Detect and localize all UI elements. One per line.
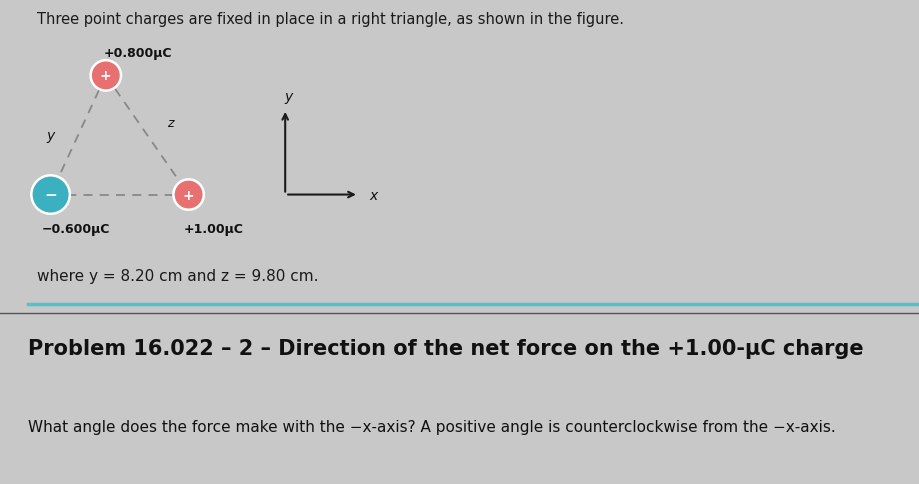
Text: +0.800μC: +0.800μC — [104, 46, 172, 60]
Ellipse shape — [31, 176, 70, 214]
Ellipse shape — [173, 180, 204, 210]
Text: x: x — [369, 188, 378, 202]
Text: z: z — [166, 117, 174, 130]
Text: −0.600μC: −0.600μC — [41, 223, 109, 236]
Text: Problem 16.022 – 2 – Direction of the net force on the +1.00-μC charge: Problem 16.022 – 2 – Direction of the ne… — [28, 338, 862, 358]
Text: Three point charges are fixed in place in a right triangle, as shown in the figu: Three point charges are fixed in place i… — [37, 12, 623, 27]
Text: +1.00μC: +1.00μC — [184, 223, 244, 236]
Text: y: y — [47, 129, 54, 143]
Text: +: + — [100, 69, 111, 83]
Text: y: y — [285, 90, 292, 104]
Ellipse shape — [91, 61, 121, 91]
Text: +: + — [183, 188, 194, 202]
Text: where y = 8.20 cm and z = 9.80 cm.: where y = 8.20 cm and z = 9.80 cm. — [37, 269, 318, 284]
Text: −: − — [44, 188, 57, 203]
Text: What angle does the force make with the −x-axis? A positive angle is countercloc: What angle does the force make with the … — [28, 419, 834, 434]
